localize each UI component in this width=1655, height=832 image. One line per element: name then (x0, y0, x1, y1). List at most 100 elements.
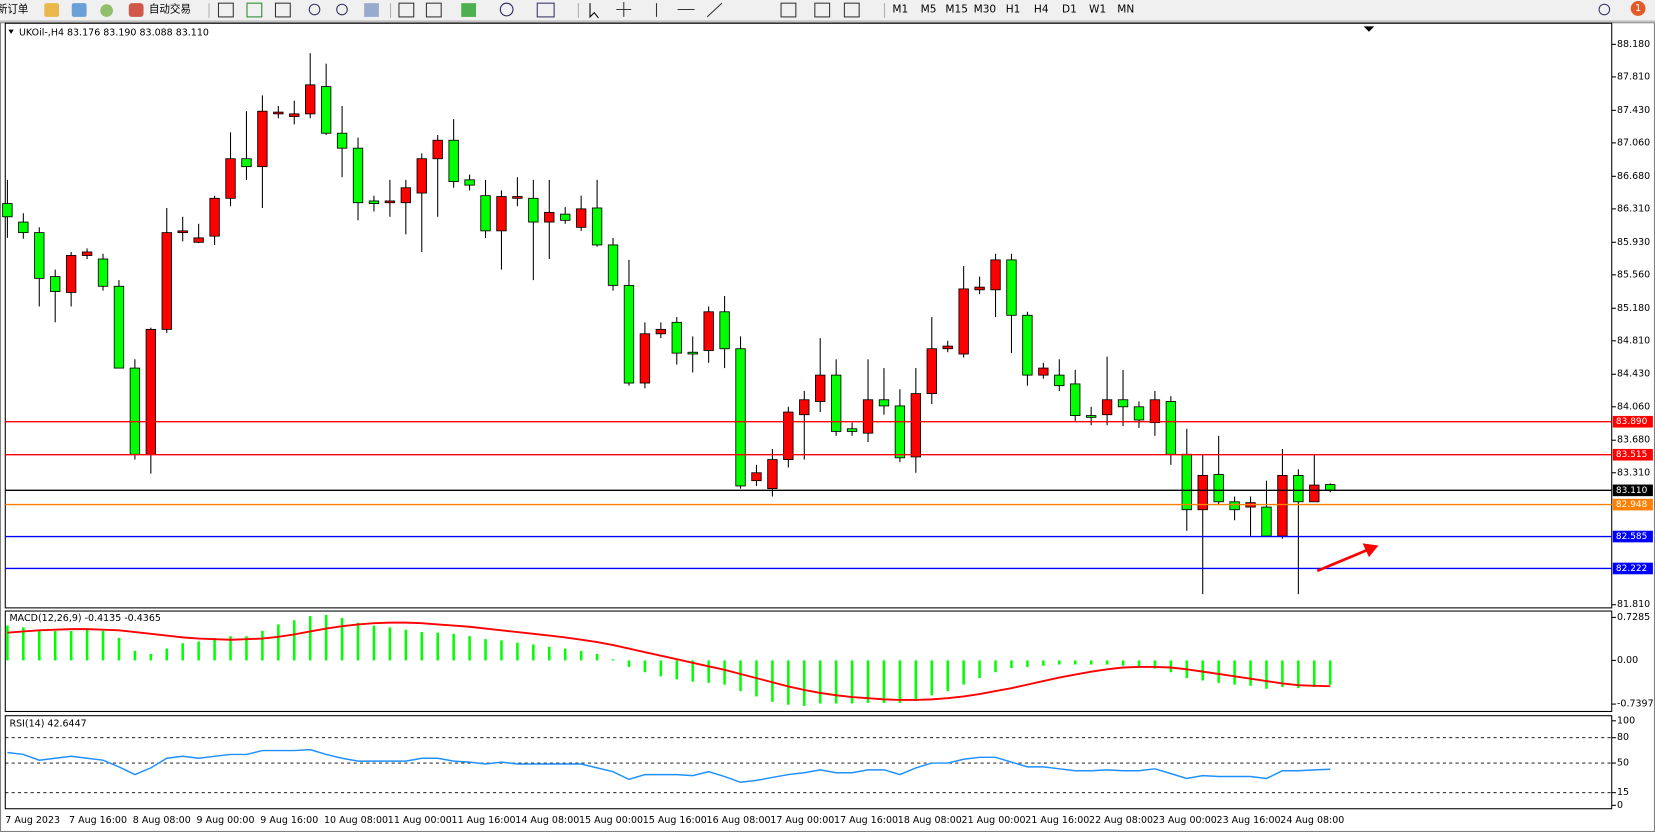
candle-body (257, 110, 268, 168)
timeframe-button[interactable]: W1 (1089, 4, 1106, 16)
auto-trading-icon[interactable] (128, 3, 144, 17)
candle-body (607, 244, 619, 286)
candle-body (878, 399, 890, 407)
timeframe-button[interactable]: D1 (1062, 4, 1077, 16)
candle-body (193, 237, 204, 243)
signal-line (7, 621, 1331, 701)
macd-panel (4, 610, 1613, 713)
candle-body (671, 321, 682, 354)
toolbar: 新订单 自动交易 M1 M5 M15 M30 H1 H4 D1 W1 MN 1 (0, 0, 1655, 22)
timeframe-button[interactable]: H4 (1034, 4, 1049, 16)
y-tick-label: 81.810 (1617, 599, 1650, 610)
y-tick-label: 83.680 (1617, 435, 1650, 446)
candle-body (336, 132, 348, 149)
y-tick-label: 87.060 (1617, 137, 1650, 148)
candle-body (703, 311, 714, 351)
candle-body (384, 200, 396, 204)
timeframe-button[interactable]: M30 (974, 4, 997, 16)
x-tick-label: 14 Aug 08:00 (515, 815, 579, 826)
icon[interactable] (461, 3, 477, 17)
x-tick-label: 10 Aug 08:00 (324, 815, 388, 826)
y-tick-label: 100 (1617, 715, 1635, 726)
y-tick-label: 84.430 (1617, 369, 1650, 380)
candle-body (894, 405, 906, 459)
icon[interactable] (536, 2, 555, 18)
x-tick-label: 17 Aug 00:00 (770, 815, 834, 826)
candle-body (735, 348, 746, 487)
candle-body (1038, 367, 1049, 376)
y-tick-label: 50 (1617, 758, 1629, 769)
candle-body (1022, 314, 1033, 376)
icon[interactable] (398, 2, 415, 18)
candle-body (480, 195, 491, 232)
new-order-button[interactable]: 新订单 (0, 3, 28, 16)
price-label: 83.515 (1616, 450, 1647, 460)
x-tick-label: 21 Aug 16:00 (1025, 815, 1089, 826)
candle-body (161, 232, 172, 330)
title-marker (8, 29, 14, 34)
y-tick-label: 87.430 (1617, 105, 1650, 116)
icon[interactable] (100, 4, 113, 17)
price-label-bg (1612, 415, 1653, 428)
icon[interactable] (336, 3, 348, 16)
cursor-icon[interactable] (589, 3, 599, 19)
candle-body (575, 208, 587, 228)
x-tick-label: 7 Aug 2023 (5, 815, 60, 826)
auto-trading-button[interactable]: 自动交易 (149, 3, 191, 16)
icon[interactable] (814, 2, 831, 18)
icon[interactable] (71, 3, 87, 17)
icon[interactable] (274, 2, 291, 18)
candle-body (1133, 406, 1145, 421)
icon[interactable] (499, 2, 514, 17)
icon[interactable] (217, 2, 234, 18)
icon[interactable] (44, 3, 60, 17)
candle-body (81, 251, 93, 256)
notification-count[interactable]: 1 (1635, 3, 1641, 14)
notification-badge[interactable] (1630, 1, 1646, 16)
price-label-bg (1612, 448, 1653, 461)
candle-body (544, 211, 555, 223)
y-tick-label: 0 (1617, 800, 1623, 811)
candle-body (942, 345, 953, 350)
crosshair-icon[interactable] (616, 2, 632, 17)
x-tick-label: 16 Aug 08:00 (707, 815, 771, 826)
timeframe-button[interactable]: MN (1117, 4, 1134, 16)
candle-body (400, 187, 412, 204)
candle-body (1213, 474, 1224, 503)
icon[interactable] (364, 3, 379, 17)
candle-body (687, 351, 698, 355)
candle-body (1309, 484, 1320, 503)
timeframe-button[interactable]: H1 (1006, 4, 1021, 16)
timeframe-button[interactable]: M1 (892, 4, 908, 16)
icon[interactable] (425, 2, 442, 18)
timeframe-button[interactable]: M15 (945, 4, 968, 16)
search-icon[interactable] (1598, 3, 1611, 16)
candle-body (528, 197, 539, 223)
candle-body (512, 196, 523, 199)
candle-body (416, 158, 427, 194)
icon[interactable] (308, 3, 321, 16)
timeframes: M1 M5 M15 M30 H1 H4 D1 W1 MN (892, 4, 1134, 16)
x-tick-label: 22 Aug 08:00 (1089, 815, 1153, 826)
candle-body (958, 288, 969, 355)
x-tick-label: 9 Aug 00:00 (197, 815, 255, 826)
icon[interactable] (843, 2, 860, 18)
x-tick-label: 11 Aug 00:00 (388, 815, 452, 826)
plot: 88.180 87.810 87.430 87.060 86.680 86.310 85.9… (2, 39, 1654, 826)
candle-body (799, 399, 810, 416)
candle-body (1006, 259, 1017, 316)
price-label: 82.585 (1616, 532, 1647, 542)
icon[interactable] (780, 2, 797, 18)
candle-body (97, 258, 109, 287)
candle-body (305, 84, 316, 115)
y-tick-label: 86.310 (1617, 203, 1650, 214)
timeframe-button[interactable]: M5 (921, 4, 937, 16)
arrow-shaft (1316, 548, 1369, 573)
candle-body (974, 286, 985, 291)
draw-icons[interactable] (655, 2, 723, 18)
x-tick-label: 23 Aug 00:00 (1153, 815, 1217, 826)
rsi-line (7, 748, 1331, 784)
icon[interactable] (246, 2, 263, 18)
